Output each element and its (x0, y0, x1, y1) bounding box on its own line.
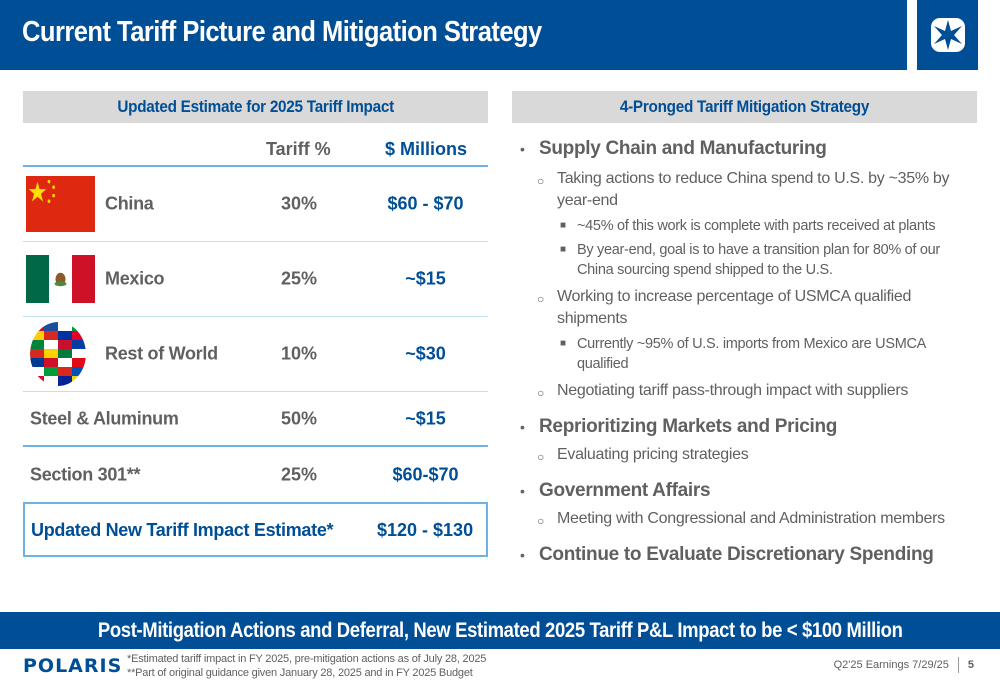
polaris-logo-badge (917, 0, 978, 70)
polaris-star-icon (930, 18, 965, 52)
sub-bullet: ○ Taking actions to reduce China spend to… (537, 170, 950, 209)
china-flag-icon (26, 176, 95, 232)
tariff-impact-table: Tariff % $ Millions China 30% $60 - $70 … (23, 130, 488, 502)
sub-sub-bullet: ■ ~45% of this work is complete with part… (560, 218, 936, 234)
tariff-impact-heading: Updated Estimate for 2025 Tariff Impact (23, 91, 488, 123)
page-number: 5 (967, 659, 974, 671)
bullet-markets-pricing: Reprioritizing Markets and Pricing (520, 414, 980, 440)
circle-bullet-icon: ○ (537, 386, 544, 400)
total-estimate-value: $120 - $130 (377, 520, 474, 540)
event-label: Q2'25 Earnings 7/29/25 (833, 659, 949, 671)
footnote: *Estimated tariff impact in FY 2025, pre… (127, 653, 487, 665)
world-flags-globe-icon (30, 322, 86, 386)
table-row-steel-aluminum: Steel & Aluminum 50% ~$15 (23, 392, 488, 447)
total-estimate-label: Updated New Tariff Impact Estimate* (31, 520, 334, 540)
sub-sub-bullet: ■ Currently ~95% of U.S. imports from Mex… (560, 336, 926, 372)
mexico-flag-icon (26, 255, 95, 303)
page-info: Q2'25 Earnings 7/29/25 5 (834, 657, 974, 673)
conclusion-banner: Post-Mitigation Actions and Deferral, Ne… (0, 612, 1000, 649)
footnote: **Part of original guidance given Januar… (127, 667, 473, 679)
table-row-rest-of-world: Rest of World 10% ~$30 (23, 317, 488, 392)
polaris-wordmark-logo: POLARIS (23, 655, 123, 677)
circle-bullet-icon: ○ (537, 292, 544, 306)
table-row-mexico: Mexico 25% ~$15 (23, 242, 488, 317)
circle-bullet-icon: ○ (537, 174, 544, 188)
square-bullet-icon: ■ (560, 244, 566, 255)
sub-bullet: ○ Evaluating pricing strategies (520, 444, 980, 466)
bullet-discretionary-spending: Continue to Evaluate Discretionary Spend… (520, 542, 980, 568)
bullet-supply-chain: Supply Chain and Manufacturing (520, 136, 980, 162)
table-row-china: China 30% $60 - $70 (23, 167, 488, 242)
column-header-millions: $ Millions (385, 139, 468, 159)
title-bar: Current Tariff Picture and Mitigation St… (0, 0, 907, 70)
total-estimate-row: Updated New Tariff Impact Estimate* $120… (23, 502, 488, 557)
square-bullet-icon: ■ (560, 220, 566, 231)
footnotes: *Estimated tariff impact in FY 2025, pre… (127, 652, 486, 680)
circle-bullet-icon: ○ (537, 450, 544, 464)
mitigation-strategy-heading: 4-Pronged Tariff Mitigation Strategy (512, 91, 977, 123)
column-header-tariff: Tariff % (266, 139, 331, 159)
mitigation-bullet-list: Supply Chain and Manufacturing ○Taking a… (520, 136, 980, 568)
circle-bullet-icon: ○ (537, 514, 544, 528)
sub-bullet: ○ Negotiating tariff pass-through impact … (520, 380, 980, 402)
sub-bullet: ○ Working to increase percentage of USMCA… (537, 288, 912, 327)
square-bullet-icon: ■ (560, 338, 566, 349)
table-row-section-301: Section 301** 25% $60-$70 (30, 464, 459, 484)
sub-sub-bullet: ■ By year-end, goal is to have a transiti… (560, 242, 940, 278)
bullet-government-affairs: Government Affairs (520, 478, 980, 504)
table-header: Tariff % $ Millions (23, 130, 488, 167)
divider (957, 657, 959, 673)
sub-bullet: ○ Meeting with Congressional and Administ… (520, 508, 980, 530)
page-title: Current Tariff Picture and Mitigation St… (22, 16, 542, 48)
